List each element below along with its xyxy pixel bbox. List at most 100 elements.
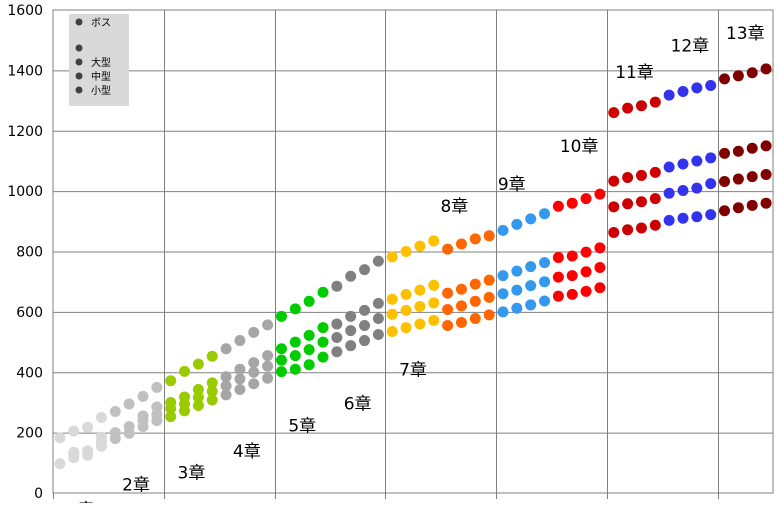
data-point — [455, 300, 467, 312]
data-point — [469, 295, 481, 307]
data-point — [428, 297, 440, 309]
data-point — [331, 346, 343, 358]
data-point — [552, 271, 564, 283]
data-point — [511, 218, 523, 230]
data-point — [151, 381, 163, 393]
data-point — [677, 86, 689, 98]
data-point — [649, 219, 661, 231]
y-tick-label: 1200 — [7, 124, 43, 140]
chapter-label: 13章 — [726, 24, 765, 44]
data-point — [539, 208, 551, 220]
data-point — [289, 350, 301, 362]
data-point — [539, 257, 551, 269]
data-point — [414, 240, 426, 252]
data-point — [192, 391, 204, 403]
data-point — [345, 310, 357, 322]
data-point — [386, 308, 398, 320]
data-point — [234, 335, 246, 347]
data-point — [691, 211, 703, 223]
data-point — [137, 390, 149, 402]
data-point — [289, 336, 301, 348]
data-point — [303, 344, 315, 356]
data-point — [192, 399, 204, 411]
data-point — [206, 350, 218, 362]
data-point — [594, 261, 606, 273]
legend-label: ボス — [91, 17, 111, 29]
data-point — [331, 318, 343, 330]
data-point — [622, 172, 634, 184]
data-point — [428, 314, 440, 326]
legend-label: 中型 — [91, 70, 111, 83]
data-point — [275, 366, 287, 378]
data-point — [359, 319, 371, 331]
data-point — [663, 89, 675, 101]
data-point — [414, 300, 426, 312]
data-point — [359, 264, 371, 276]
data-point — [234, 373, 246, 385]
data-point — [580, 266, 592, 278]
data-point — [580, 193, 592, 205]
data-point — [248, 357, 260, 369]
data-point — [608, 201, 620, 213]
data-point — [539, 276, 551, 288]
data-point — [206, 394, 218, 406]
data-point — [719, 73, 731, 85]
data-point — [483, 291, 495, 303]
data-point — [663, 214, 675, 226]
data-point — [248, 326, 260, 338]
data-point — [732, 145, 744, 157]
data-point — [303, 295, 315, 307]
data-point — [525, 213, 537, 225]
grid-lines — [52, 9, 774, 494]
data-point — [663, 187, 675, 199]
data-point — [262, 360, 274, 372]
data-point — [511, 302, 523, 314]
data-point — [732, 70, 744, 82]
data-point — [220, 389, 232, 401]
data-point — [428, 235, 440, 247]
data-point — [732, 202, 744, 214]
data-point — [95, 412, 107, 424]
y-tick-label: 1600 — [7, 3, 43, 19]
data-point — [234, 363, 246, 375]
chapter-label: 7章 — [399, 360, 427, 380]
data-point — [580, 285, 592, 297]
data-point — [691, 82, 703, 94]
data-point — [705, 178, 717, 190]
data-point — [608, 107, 620, 119]
data-point — [400, 304, 412, 316]
y-tick-label: 400 — [16, 365, 43, 381]
data-point — [635, 100, 647, 112]
data-point — [428, 279, 440, 291]
data-point — [165, 396, 177, 408]
data-point — [151, 401, 163, 413]
data-point — [469, 278, 481, 290]
data-point — [82, 445, 94, 457]
data-point — [525, 299, 537, 311]
data-point — [317, 322, 329, 334]
chapter-label: 8章 — [440, 197, 468, 217]
data-point — [137, 410, 149, 422]
data-point — [220, 380, 232, 392]
data-point — [331, 280, 343, 292]
data-point — [442, 303, 454, 315]
chapter-label: 9章 — [498, 175, 526, 195]
data-point — [455, 316, 467, 328]
data-point — [677, 158, 689, 170]
data-point — [372, 329, 384, 341]
data-point — [289, 303, 301, 315]
data-point — [719, 147, 731, 159]
data-point — [677, 212, 689, 224]
chapter-label: 10章 — [560, 137, 599, 157]
chapter-label: 12章 — [671, 36, 710, 56]
data-point — [705, 79, 717, 91]
data-point — [746, 67, 758, 79]
legend-marker — [75, 58, 83, 66]
data-point — [442, 319, 454, 331]
data-point — [525, 280, 537, 292]
data-point — [248, 378, 260, 390]
data-point — [497, 306, 509, 318]
data-point — [442, 287, 454, 299]
